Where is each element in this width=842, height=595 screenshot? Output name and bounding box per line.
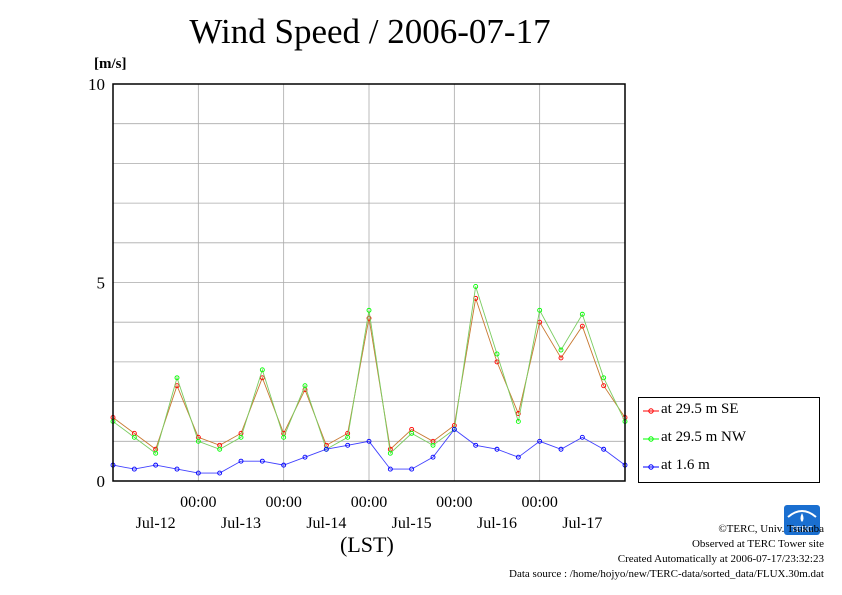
y-axis-unit: [m/s] bbox=[94, 56, 127, 72]
data-point bbox=[153, 462, 159, 468]
data-point bbox=[302, 454, 308, 460]
data-point bbox=[387, 466, 393, 472]
credits-source: Data source : /home/hojyo/new/TERC-data/… bbox=[509, 568, 824, 580]
x-tick-time: 00:00 bbox=[521, 494, 557, 511]
data-point bbox=[515, 411, 521, 416]
x-tick-date: Jul-16 bbox=[477, 515, 517, 532]
x-tick-date: Jul-12 bbox=[136, 515, 176, 532]
data-point bbox=[494, 446, 500, 452]
data-point bbox=[195, 470, 201, 476]
series-line bbox=[112, 298, 626, 451]
data-point bbox=[281, 462, 287, 468]
x-tick-time: 00:00 bbox=[436, 494, 472, 511]
data-point bbox=[601, 383, 607, 389]
x-tick-date: Jul-13 bbox=[221, 515, 261, 532]
data-point bbox=[451, 426, 457, 432]
data-point bbox=[430, 454, 436, 460]
y-tick-label: 10 bbox=[88, 75, 105, 94]
data-point bbox=[579, 311, 585, 317]
data-point bbox=[238, 458, 244, 464]
data-point bbox=[409, 466, 415, 472]
plot-frame bbox=[112, 83, 626, 482]
data-point bbox=[537, 307, 543, 313]
credits-copyright: ©TERC, Univ. Tsukuba bbox=[718, 523, 824, 535]
credits-created: Created Automatically at 2006-07-17/23:3… bbox=[617, 553, 824, 565]
data-point bbox=[217, 470, 223, 476]
data-point bbox=[601, 446, 607, 452]
data-point bbox=[430, 442, 436, 448]
series-layer bbox=[110, 284, 628, 476]
data-point bbox=[217, 446, 223, 452]
data-point bbox=[366, 315, 372, 321]
series-line bbox=[112, 428, 626, 474]
data-point bbox=[537, 438, 543, 444]
data-point bbox=[579, 323, 585, 329]
y-tick-label: 0 bbox=[97, 472, 106, 491]
series-line bbox=[112, 286, 626, 455]
data-point bbox=[323, 446, 329, 452]
data-point bbox=[515, 419, 521, 424]
data-point bbox=[558, 446, 564, 452]
data-point bbox=[494, 359, 500, 365]
data-point bbox=[473, 284, 479, 289]
x-tick-time: 00:00 bbox=[351, 494, 387, 511]
data-point bbox=[387, 450, 393, 456]
data-point bbox=[195, 438, 201, 444]
data-point bbox=[259, 375, 265, 381]
data-point bbox=[409, 430, 415, 436]
data-point bbox=[281, 434, 287, 440]
x-tick-date: Jul-17 bbox=[562, 515, 602, 532]
data-point bbox=[366, 438, 372, 444]
chart-title: Wind Speed / 2006-07-17 bbox=[189, 12, 551, 51]
data-point bbox=[366, 307, 372, 313]
data-point bbox=[579, 434, 585, 440]
terc-logo: TERC bbox=[784, 505, 820, 535]
legend-item-se: at 29.5 m SE bbox=[639, 400, 819, 422]
data-point bbox=[558, 347, 564, 353]
legend-label-low: at 1.6 m bbox=[661, 457, 710, 473]
y-tick-label: 5 bbox=[97, 274, 106, 293]
data-point bbox=[345, 434, 351, 440]
credits: ©TERC, Univ. Tsukuba Observed at TERC To… bbox=[509, 522, 824, 582]
data-point bbox=[259, 458, 265, 464]
logo-text: TERC bbox=[791, 525, 813, 534]
data-point bbox=[174, 466, 180, 472]
x-tick-time: 00:00 bbox=[180, 494, 216, 511]
data-point bbox=[238, 434, 244, 440]
x-tick-time: 00:00 bbox=[265, 494, 301, 511]
data-point bbox=[473, 442, 479, 448]
data-point bbox=[131, 434, 137, 440]
data-point bbox=[153, 450, 159, 456]
legend-item-nw: at 29.5 m NW bbox=[639, 428, 819, 450]
legend: at 29.5 m SE at 29.5 m NW at 1.6 m bbox=[638, 397, 820, 483]
data-point bbox=[174, 375, 180, 381]
legend-label-se: at 29.5 m SE bbox=[661, 401, 739, 417]
data-point bbox=[345, 442, 351, 448]
data-point bbox=[558, 355, 564, 361]
x-tick-date: Jul-14 bbox=[306, 515, 346, 532]
data-point bbox=[601, 375, 607, 381]
grid-lines bbox=[113, 84, 625, 481]
data-point bbox=[515, 454, 521, 460]
credits-observed: Observed at TERC Tower site bbox=[691, 538, 824, 550]
data-point bbox=[302, 383, 308, 389]
data-point bbox=[494, 351, 500, 357]
x-axis-label: (LST) bbox=[340, 532, 394, 557]
data-point bbox=[131, 466, 137, 472]
legend-item-low: at 1.6 m bbox=[639, 456, 819, 478]
legend-label-nw: at 29.5 m NW bbox=[661, 429, 746, 445]
x-tick-date: Jul-15 bbox=[392, 515, 432, 532]
data-point bbox=[259, 367, 265, 373]
